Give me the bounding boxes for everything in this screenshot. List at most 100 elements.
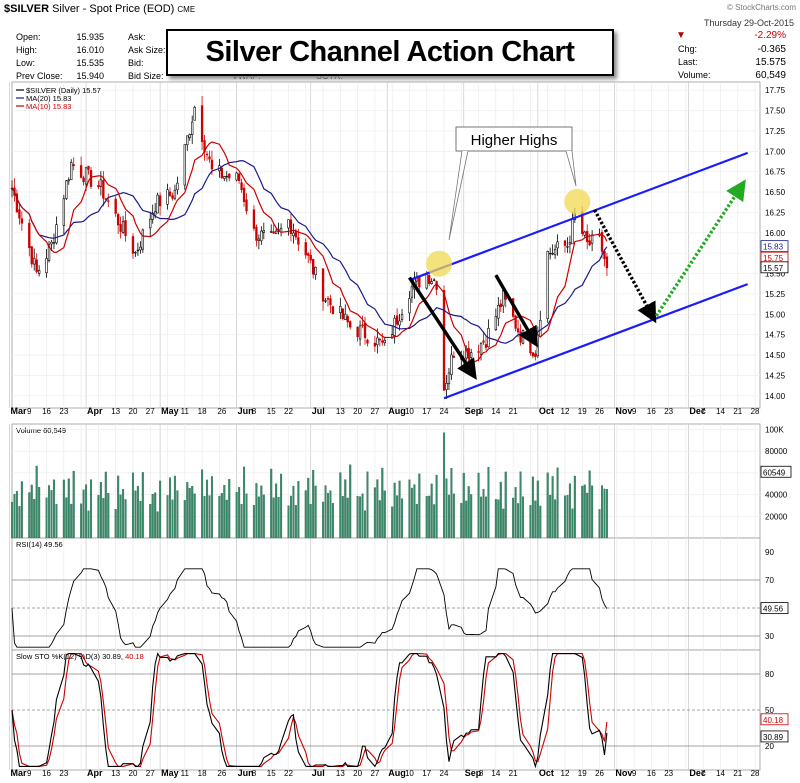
candle-body	[191, 121, 194, 136]
candle-body	[349, 321, 352, 328]
volume-bar	[304, 490, 307, 539]
callout-pointer-left	[448, 150, 469, 241]
candle-body	[156, 194, 159, 214]
x-day-label: 27	[146, 407, 155, 416]
date-label: Thursday 29-Oct-2015	[703, 18, 794, 28]
candle-body	[432, 279, 436, 281]
volume-bar	[465, 500, 468, 539]
volume-bar	[183, 500, 186, 539]
candle-body	[450, 354, 453, 375]
volume-bar	[571, 508, 574, 539]
candle-body	[107, 200, 110, 202]
x-month-label: Aug	[388, 406, 406, 416]
candle-body	[428, 275, 431, 284]
price-ytick: 17.50	[765, 107, 786, 116]
ma20-line	[11, 159, 608, 344]
volume-bar	[136, 485, 139, 539]
chg-value: -0.365	[757, 44, 786, 55]
last-label: Last:	[678, 57, 698, 67]
candle-body	[499, 303, 502, 308]
candle-body	[502, 289, 505, 307]
vwap-label: VWAP:	[232, 71, 261, 81]
rsi-ytick: 70	[765, 576, 774, 585]
candle-body	[546, 251, 549, 319]
candle-body	[272, 231, 275, 234]
candle-body	[116, 213, 120, 226]
volume-bar	[292, 485, 295, 539]
volume-bar	[270, 468, 273, 539]
candle-body	[158, 195, 162, 207]
x-day-label: 16	[42, 407, 51, 416]
candle-body	[37, 270, 41, 274]
candle-body	[136, 249, 140, 252]
volume-bar	[188, 488, 191, 539]
candle-body	[183, 144, 186, 186]
volume-bar	[512, 497, 515, 539]
volume-bar	[134, 490, 137, 539]
candle-body	[121, 221, 125, 233]
volume-bar	[97, 494, 100, 539]
volume-bar	[598, 509, 601, 539]
overlay-title: Silver Channel Action Chart	[205, 36, 575, 68]
price-ytick: 14.75	[765, 331, 786, 340]
price-ytick: 14.50	[765, 351, 786, 360]
ma10-line	[11, 141, 608, 365]
x-month-label: Oct	[539, 768, 554, 778]
volume-bar	[603, 488, 606, 539]
volume-bar	[376, 479, 379, 539]
volume-bar	[201, 469, 204, 539]
volume-bar	[346, 497, 349, 539]
candle-body	[373, 342, 377, 347]
x-month-label: Dec	[689, 406, 706, 416]
candle-body	[235, 172, 238, 181]
candle-body	[20, 218, 24, 224]
price-tag-label: 15.75	[763, 254, 784, 263]
candle-body	[470, 352, 473, 358]
x-day-label: 27	[370, 769, 379, 778]
volume-bar	[566, 495, 569, 539]
volume-bar	[235, 491, 238, 539]
x-month-label: Mar	[11, 406, 28, 416]
volume-bar	[536, 480, 539, 539]
volume-bar	[287, 505, 290, 539]
candle-body	[600, 232, 604, 252]
candle-body	[72, 164, 75, 167]
volume-bar	[415, 503, 418, 539]
volume-bar	[504, 471, 507, 539]
candle-body	[176, 182, 179, 191]
sctr-label: SCTR:	[316, 71, 343, 81]
x-month-label: Nov	[615, 406, 632, 416]
candle-body	[171, 195, 174, 199]
panel-frame-price	[11, 81, 761, 409]
low-label: Low:	[16, 58, 36, 68]
volume-bar	[257, 496, 260, 539]
volume-bar	[67, 478, 70, 539]
candle-body	[151, 212, 154, 220]
volume-bar	[277, 497, 280, 539]
candle-body	[430, 281, 433, 284]
candle-body	[381, 340, 384, 343]
prevclose-label: Prev Close:	[16, 71, 63, 81]
candle-body	[497, 305, 500, 319]
x-day-label: 27	[146, 769, 155, 778]
candle-body	[408, 298, 411, 314]
volume-bar	[326, 493, 330, 539]
volume-bar	[70, 503, 73, 539]
sto-tag-box	[760, 730, 789, 743]
candle-body	[304, 242, 307, 256]
candle-body	[418, 276, 421, 288]
volume-bar	[208, 495, 211, 539]
volume-bar	[331, 502, 334, 539]
volume-bar	[428, 495, 431, 539]
candle-body	[482, 340, 485, 343]
candle-body	[551, 253, 554, 255]
candle-body	[563, 240, 567, 246]
candle-body	[366, 339, 369, 344]
volume-bar	[381, 467, 384, 539]
volume-bar	[38, 487, 41, 539]
volume-bar	[435, 474, 438, 539]
candle-body	[329, 298, 332, 306]
candle-body	[314, 267, 317, 276]
candle-body	[134, 252, 137, 254]
